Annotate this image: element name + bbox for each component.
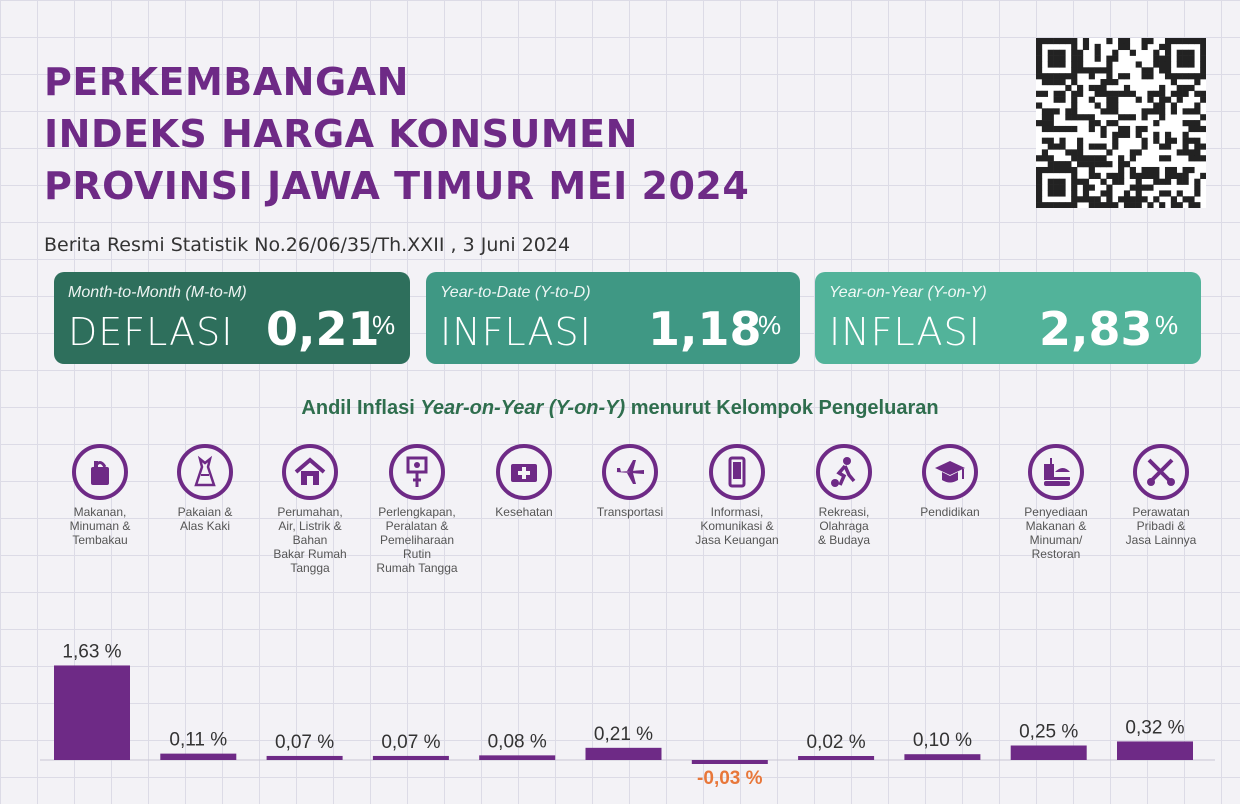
smartphone-icon (709, 444, 765, 500)
dress-icon (177, 444, 233, 500)
chart-title-italic: Year-on-Year (Y-on-Y) (420, 397, 626, 419)
graduation-cap-icon (922, 444, 978, 500)
title-line-1: PERKEMBANGAN (44, 60, 409, 104)
title-line-2: INDEKS HARGA KONSUMEN (44, 112, 638, 156)
category-education: Pendidikan (902, 444, 998, 519)
category-name: Rekreasi, Olahraga & Budaya (817, 505, 871, 547)
chart-bar (160, 753, 237, 760)
card-label: Year-to-Date (Y-to-D) (440, 284, 591, 301)
scissors-comb-icon (1133, 444, 1189, 500)
chart-data-label: 0,07 % (275, 732, 334, 753)
title-line-3: PROVINSI JAWA TIMUR MEI 2024 (44, 164, 750, 208)
house-icon (282, 444, 338, 500)
category-name: Perlengkapan, Peralatan & Pemeliharaan R… (376, 505, 458, 575)
card-month-to-month: Month-to-Month (M-to-M) DEFLASI 0,21 % (54, 272, 410, 364)
category-information: Informasi, Komunikasi & Jasa Keuangan (689, 444, 785, 547)
chart-title-part: menurut Kelompok Pengeluaran (625, 397, 939, 419)
grocery-bag-icon (72, 444, 128, 500)
card-label: Year-on-Year (Y-on-Y) (829, 284, 987, 301)
fast-food-icon (1028, 444, 1084, 500)
category-name: Transportasi (596, 505, 664, 519)
medical-kit-icon (496, 444, 552, 500)
chart-data-label: 0,25 % (1019, 722, 1078, 743)
category-housing: Perumahan, Air, Listrik & Bahan Bakar Ru… (262, 444, 358, 575)
card-value: 2,83 (1039, 302, 1153, 356)
category-name: Kesehatan (495, 505, 553, 519)
card-label: Month-to-Month (M-to-M) (68, 284, 247, 301)
chart-data-label: -0,03 % (697, 768, 763, 789)
card-word: DEFLASI (68, 310, 234, 354)
chart-title: Andil Inflasi Year-on-Year (Y-on-Y) menu… (0, 397, 1240, 420)
category-transport: Transportasi (582, 444, 678, 519)
chart-bar (798, 756, 875, 760)
category-name: Pendidikan (920, 505, 980, 519)
card-word: INFLASI (440, 310, 592, 354)
release-subtitle: Berita Resmi Statistik No.26/06/35/Th.XX… (44, 234, 571, 256)
chart-bar (266, 755, 343, 760)
card-unit: % (758, 310, 782, 340)
chart-bar (1117, 741, 1193, 760)
chart-data-label: 1,63 % (62, 641, 121, 662)
category-recreation: Rekreasi, Olahraga & Budaya (796, 444, 892, 547)
chart-title-part: Andil Inflasi (301, 397, 421, 419)
qr-code-icon[interactable] (1036, 38, 1206, 208)
chart-bar (1010, 745, 1087, 760)
category-household: Perlengkapan, Peralatan & Pemeliharaan R… (369, 444, 465, 575)
category-name: Makanan, Minuman & Tembakau (69, 505, 131, 547)
page-title: PERKEMBANGAN INDEKS HARGA KONSUMEN PROVI… (44, 56, 749, 212)
category-clothing: Pakaian & Alas Kaki (157, 444, 253, 533)
category-name: Penyediaan Makanan & Minuman/ Restoran (1024, 505, 1088, 561)
category-health: Kesehatan (476, 444, 572, 519)
chart-data-label: 0,10 % (913, 730, 972, 751)
card-word: INFLASI (829, 310, 981, 354)
category-name: Pakaian & Alas Kaki (177, 505, 233, 533)
category-name: Perawatan Pribadi & Jasa Lainnya (1125, 505, 1197, 547)
chart-bar (904, 754, 981, 760)
chart-bar (479, 755, 556, 760)
chart-bar (372, 755, 449, 760)
chart-data-label: 0,07 % (381, 732, 440, 753)
card-unit: % (1155, 310, 1179, 340)
chart-data-label: 0,02 % (807, 732, 866, 753)
chart-data-label: 0,11 % (169, 730, 227, 751)
card-unit: % (372, 310, 396, 340)
category-restaurant: Penyediaan Makanan & Minuman/ Restoran (1008, 444, 1104, 561)
card-value: 1,18 (648, 302, 762, 356)
category-personal-care: Perawatan Pribadi & Jasa Lainnya (1113, 444, 1209, 547)
category-name: Informasi, Komunikasi & Jasa Keuangan (695, 505, 779, 547)
card-year-to-date: Year-to-Date (Y-to-D) INFLASI 1,18 % (426, 272, 800, 364)
soccer-player-icon (816, 444, 872, 500)
chart-data-label: 0,32 % (1125, 717, 1184, 738)
card-year-on-year: Year-on-Year (Y-on-Y) INFLASI 2,83 % (815, 272, 1201, 364)
category-name: Perumahan, Air, Listrik & Bahan Bakar Ru… (273, 505, 347, 575)
category-food: Makanan, Minuman & Tembakau (52, 444, 148, 547)
bar-chart: 1,63 % 0,11 % 0,07 % 0,07 % 0,08 % 0,21 % -0,0… (40, 641, 1215, 789)
chart-bar (54, 665, 130, 760)
chart-data-label: 0,08 % (488, 731, 547, 752)
chart-data-label: 0,21 % (594, 724, 653, 745)
airplane-icon (602, 444, 658, 500)
card-value: 0,21 (266, 302, 380, 356)
chart-bar (585, 747, 662, 760)
chart-bar (691, 760, 768, 764)
plug-icon (389, 444, 445, 500)
